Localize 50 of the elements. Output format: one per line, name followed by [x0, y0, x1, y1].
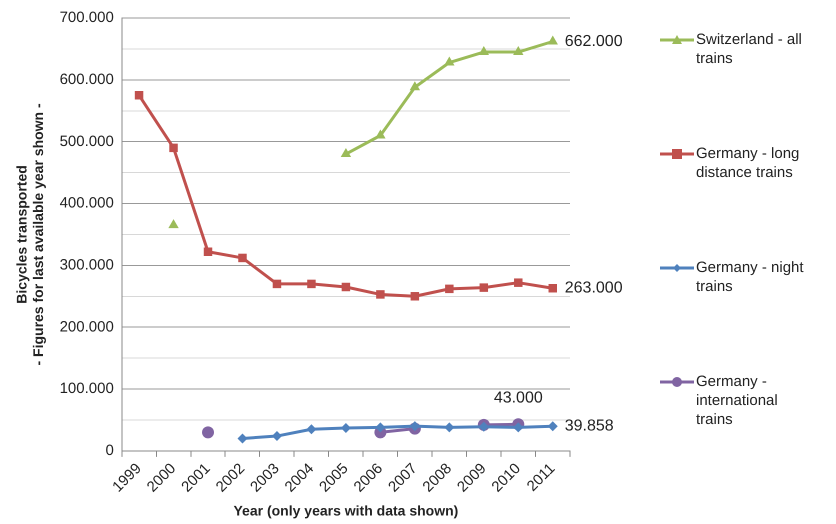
point: [444, 422, 454, 432]
point: [306, 424, 316, 434]
point: [444, 56, 455, 66]
point: [478, 422, 489, 432]
point: [445, 284, 454, 294]
y-axis-title: Bicycles transported - Figures for last available year shown -: [13, 103, 46, 366]
point: [513, 46, 524, 56]
point: [204, 248, 212, 256]
point: [342, 282, 350, 292]
point: [410, 421, 420, 432]
point: [410, 81, 420, 90]
point: [340, 148, 352, 158]
point: [478, 46, 490, 56]
point: [237, 434, 248, 444]
legend-label: Switzerland - all trains: [696, 30, 803, 68]
y-tick-label: 500.000: [60, 132, 114, 150]
y-tick-label: 700.000: [60, 9, 114, 26]
point: [168, 219, 179, 228]
data-label: 263.000: [564, 280, 623, 297]
y-tick-label: 400.000: [60, 194, 114, 212]
legend-label: Germany - long distance trains: [696, 144, 800, 182]
point: [134, 91, 144, 100]
legend-label: Germany - international trains: [696, 372, 779, 429]
data-label: 662.000: [564, 32, 623, 50]
point: [514, 278, 523, 287]
y-tick-label: 300.000: [60, 256, 114, 274]
point: [548, 36, 558, 44]
point: [340, 422, 351, 433]
point: [376, 290, 385, 299]
y-tick-label: 600.000: [60, 70, 114, 88]
point: [202, 426, 214, 438]
point: [272, 431, 282, 442]
y-tick-label: 0: [105, 442, 114, 460]
point: [410, 292, 420, 301]
point: [238, 254, 247, 262]
point: [307, 280, 316, 288]
point: [375, 129, 386, 138]
y-tick-label: 100.000: [60, 380, 114, 398]
point: [548, 421, 558, 432]
point: [548, 284, 558, 292]
point: [513, 422, 524, 432]
point: [480, 283, 488, 292]
point: [375, 422, 386, 432]
y-tick-label: 200.000: [60, 318, 114, 336]
data-label: 39.858: [564, 418, 614, 435]
point: [169, 144, 178, 152]
point: [272, 280, 282, 288]
data-label: 43.000: [494, 390, 543, 407]
x-axis-title: Year (only years with data shown): [233, 502, 458, 518]
legend-label: Germany - night trains: [696, 258, 805, 296]
